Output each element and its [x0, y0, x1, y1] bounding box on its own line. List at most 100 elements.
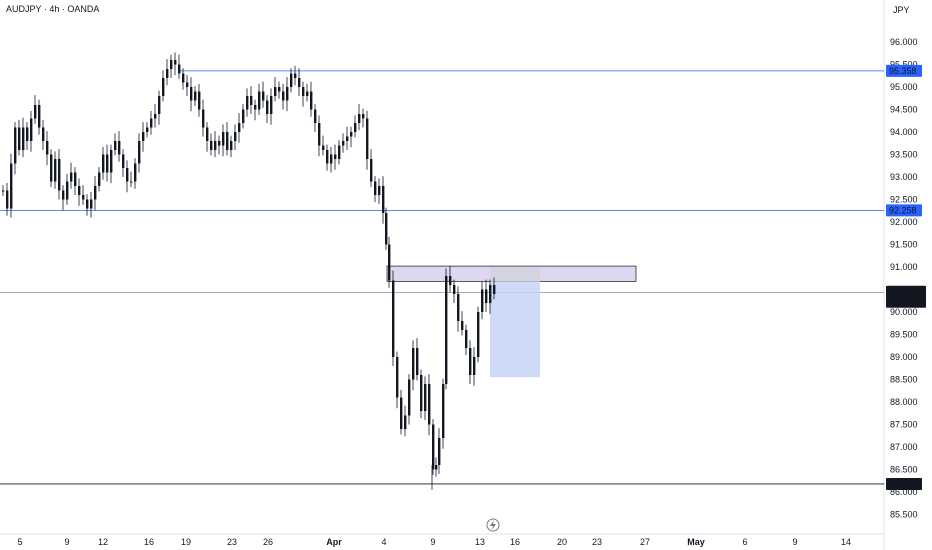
candle-body	[222, 132, 225, 146]
y-tick-label: 91.500	[890, 240, 918, 250]
candle-body	[134, 163, 137, 182]
y-tick-label: 95.500	[890, 60, 918, 70]
y-tick-label: 96.000	[890, 37, 918, 47]
candle-body	[318, 123, 321, 146]
candle-body	[262, 91, 265, 101]
resistance-price-tag: 95.358	[889, 66, 917, 76]
candle-body	[481, 289, 484, 312]
candle-body	[194, 91, 197, 101]
candle-body	[354, 123, 357, 132]
y-tick-label: 86.500	[890, 465, 918, 475]
x-tick-label: 12	[98, 537, 108, 547]
candle-body	[74, 172, 77, 186]
candle-body	[154, 114, 157, 119]
candle-body	[62, 190, 65, 200]
candle-body	[178, 64, 181, 74]
candle-body	[94, 186, 97, 200]
candle-body	[250, 96, 253, 105]
x-tick-label: 14	[841, 537, 851, 547]
candle-body	[382, 186, 385, 213]
candle-body	[30, 118, 33, 141]
candle-body	[102, 154, 105, 173]
candle-body	[493, 285, 496, 294]
candle-body	[432, 424, 435, 470]
candle-body	[302, 87, 305, 96]
x-tick-label: Apr	[326, 537, 342, 547]
x-tick-label: May	[687, 537, 705, 547]
candle-body	[10, 163, 13, 209]
candle-body	[214, 141, 217, 150]
candle-body	[370, 159, 373, 182]
candle-body	[326, 150, 329, 164]
candle-body	[38, 105, 41, 128]
chart-title: AUDJPY · 4h · OANDA	[6, 4, 100, 14]
y-tick-label: 92.000	[890, 217, 918, 227]
candle-body	[114, 141, 117, 150]
candle-body	[286, 87, 289, 101]
candle-body	[404, 415, 407, 429]
candle-body	[18, 127, 21, 150]
candle-body	[358, 114, 361, 123]
candle-body	[338, 145, 341, 159]
candle-body	[465, 330, 468, 348]
candle-body	[78, 186, 81, 195]
candle-body	[278, 87, 281, 92]
x-tick-label: 27	[640, 537, 650, 547]
candle-body	[290, 73, 293, 87]
candle-body	[242, 109, 245, 123]
candle-body	[346, 136, 349, 141]
candle-body	[66, 181, 69, 200]
x-tick-label: 9	[430, 537, 435, 547]
candle-body	[110, 150, 113, 173]
y-tick-label: 88.500	[890, 375, 918, 385]
y-tick-label: 92.500	[890, 195, 918, 205]
chart-drawings	[0, 70, 884, 485]
y-tick-label: 90.000	[890, 307, 918, 317]
candle-body	[162, 78, 165, 96]
x-tick-label: 16	[144, 537, 154, 547]
candle-body	[270, 96, 273, 114]
candle-body	[306, 91, 309, 96]
candle-body	[138, 141, 141, 164]
x-tick-label: 16	[510, 537, 520, 547]
candle-body	[230, 141, 233, 150]
candle-body	[106, 154, 109, 173]
x-tick-label: 4	[381, 537, 386, 547]
candle-body	[70, 172, 73, 182]
candle-body	[90, 199, 93, 209]
y-tick-label: 94.000	[890, 127, 918, 137]
x-tick-label: 23	[227, 537, 237, 547]
low-price-tag: 86.179	[889, 479, 917, 489]
candle-body	[258, 91, 261, 110]
candle-body	[314, 109, 317, 123]
currency-label: JPY	[893, 5, 910, 15]
candles	[2, 52, 496, 490]
candle-body	[142, 132, 145, 141]
candle-body	[14, 127, 17, 164]
candle-body	[378, 186, 381, 195]
candle-body	[166, 69, 169, 78]
lightning-icon	[490, 520, 496, 530]
candle-body	[22, 127, 25, 150]
y-tick-label: 87.000	[890, 442, 918, 452]
candle-body	[26, 127, 29, 141]
candle-body	[146, 127, 149, 132]
y-tick-label: 95.000	[890, 82, 918, 92]
candle-body	[246, 96, 249, 110]
candle-body	[266, 100, 269, 114]
candle-body	[42, 127, 45, 141]
x-tick-label: 19	[181, 537, 191, 547]
x-tick-label: 9	[792, 537, 797, 547]
candle-body	[46, 141, 49, 155]
candle-body	[190, 87, 193, 101]
x-tick-label: 20	[557, 537, 567, 547]
support-price-tag-bg	[886, 204, 922, 217]
candle-body	[58, 159, 61, 191]
candle-body	[449, 276, 452, 285]
candle-body	[150, 118, 153, 128]
candle-body	[435, 465, 438, 470]
candle-body	[294, 73, 297, 78]
candle-body	[477, 312, 480, 357]
